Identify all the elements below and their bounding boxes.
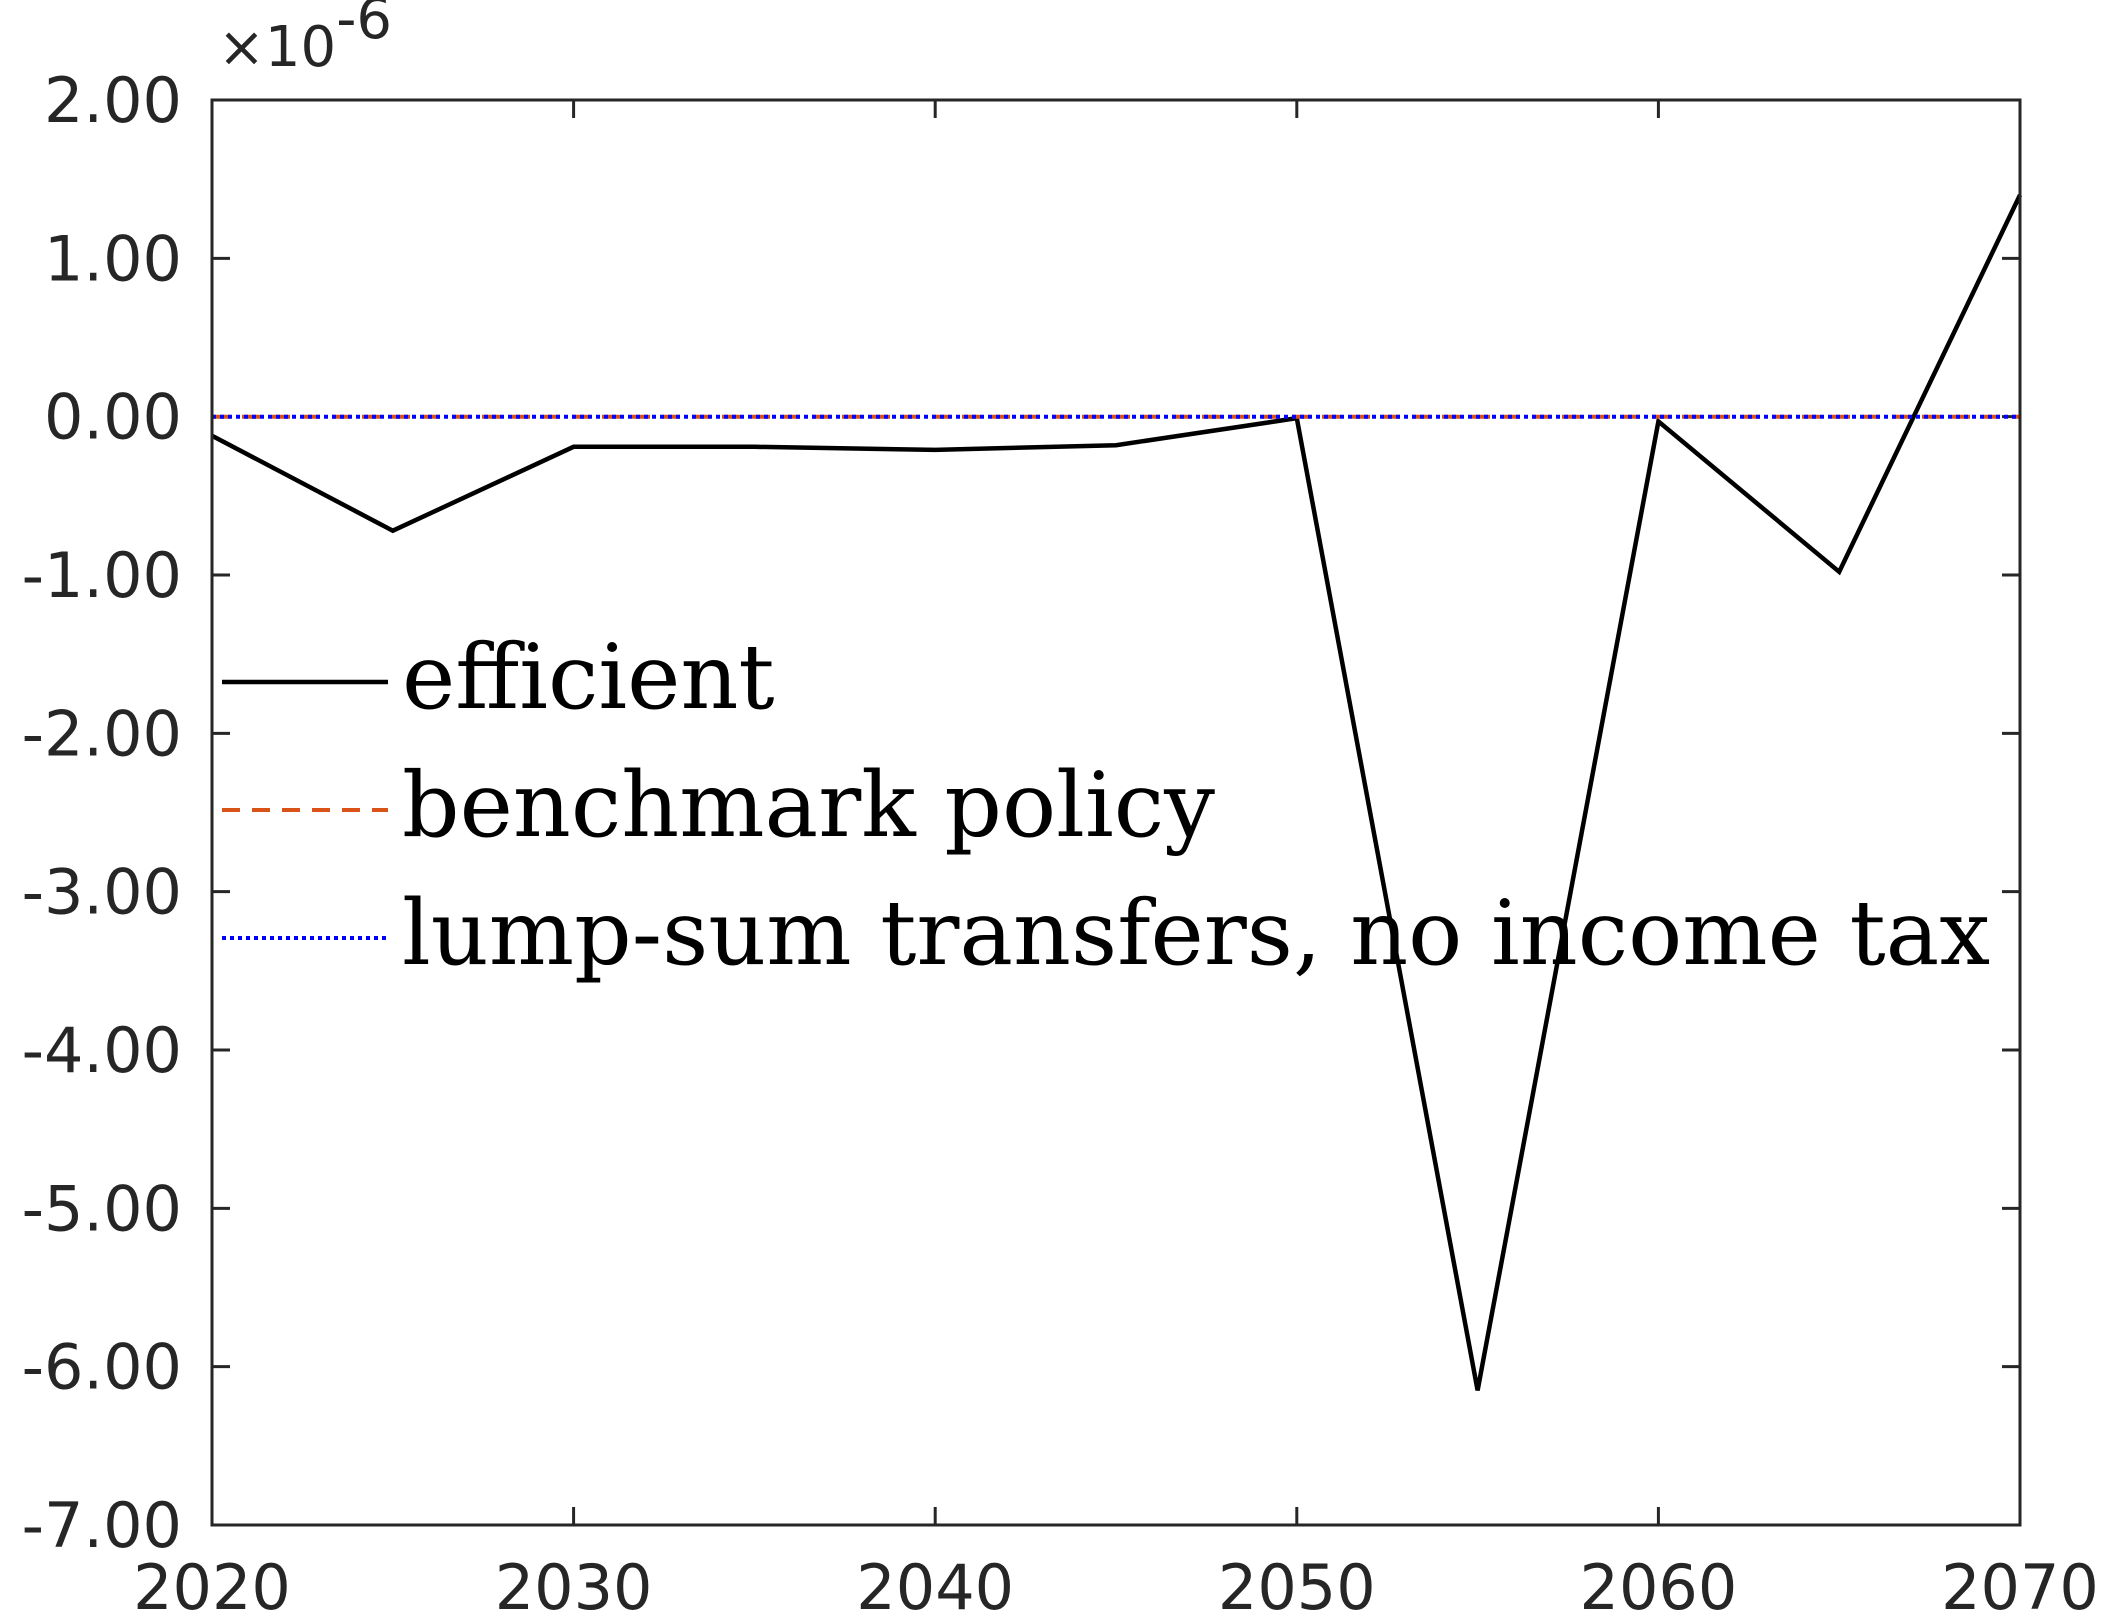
x-tick-label: 2050 <box>1218 1551 1376 1622</box>
x-tick-label: 2020 <box>133 1551 291 1622</box>
series-line-1 <box>210 194 2023 1391</box>
y-tick-label: -3.00 <box>22 856 182 929</box>
labels-layer: 2020 2030 2040 2050 2060 2070 2.00 1.00 0.00 -1.0… <box>22 64 2099 1622</box>
x-tick-label: 2070 <box>1941 1551 2099 1622</box>
y-tick-label: 1.00 <box>44 222 182 295</box>
y-tick-label: -7.00 <box>22 1489 182 1562</box>
y-axis-exponent-power: -6 <box>336 0 392 52</box>
y-tick-label: -2.00 <box>22 697 182 770</box>
legend-label-1: efficient <box>402 625 775 730</box>
y-tick-label: -6.00 <box>22 1331 182 1404</box>
legend-label-3: lump-sum transfers, no income tax <box>402 881 1990 986</box>
y-tick-label: -5.00 <box>22 1172 182 1245</box>
y-tick-label: 2.00 <box>44 64 182 137</box>
legend: efficient benchmark policy lump-sum transf… <box>222 625 1990 986</box>
y-axis-exponent: ×10-6 <box>218 0 392 80</box>
x-tick-label: 2040 <box>856 1551 1014 1622</box>
axes-box <box>210 98 2022 1527</box>
y-axis-exponent-base: ×10 <box>218 15 336 80</box>
series-layer <box>210 194 2023 1391</box>
legend-label-2: benchmark policy <box>402 753 1215 858</box>
x-tick-label: 2060 <box>1580 1551 1738 1622</box>
y-tick-label: -4.00 <box>22 1014 182 1087</box>
y-tick-label: 0.00 <box>44 381 182 454</box>
y-tick-label: -1.00 <box>22 539 182 612</box>
x-tick-label: 2030 <box>495 1551 653 1622</box>
